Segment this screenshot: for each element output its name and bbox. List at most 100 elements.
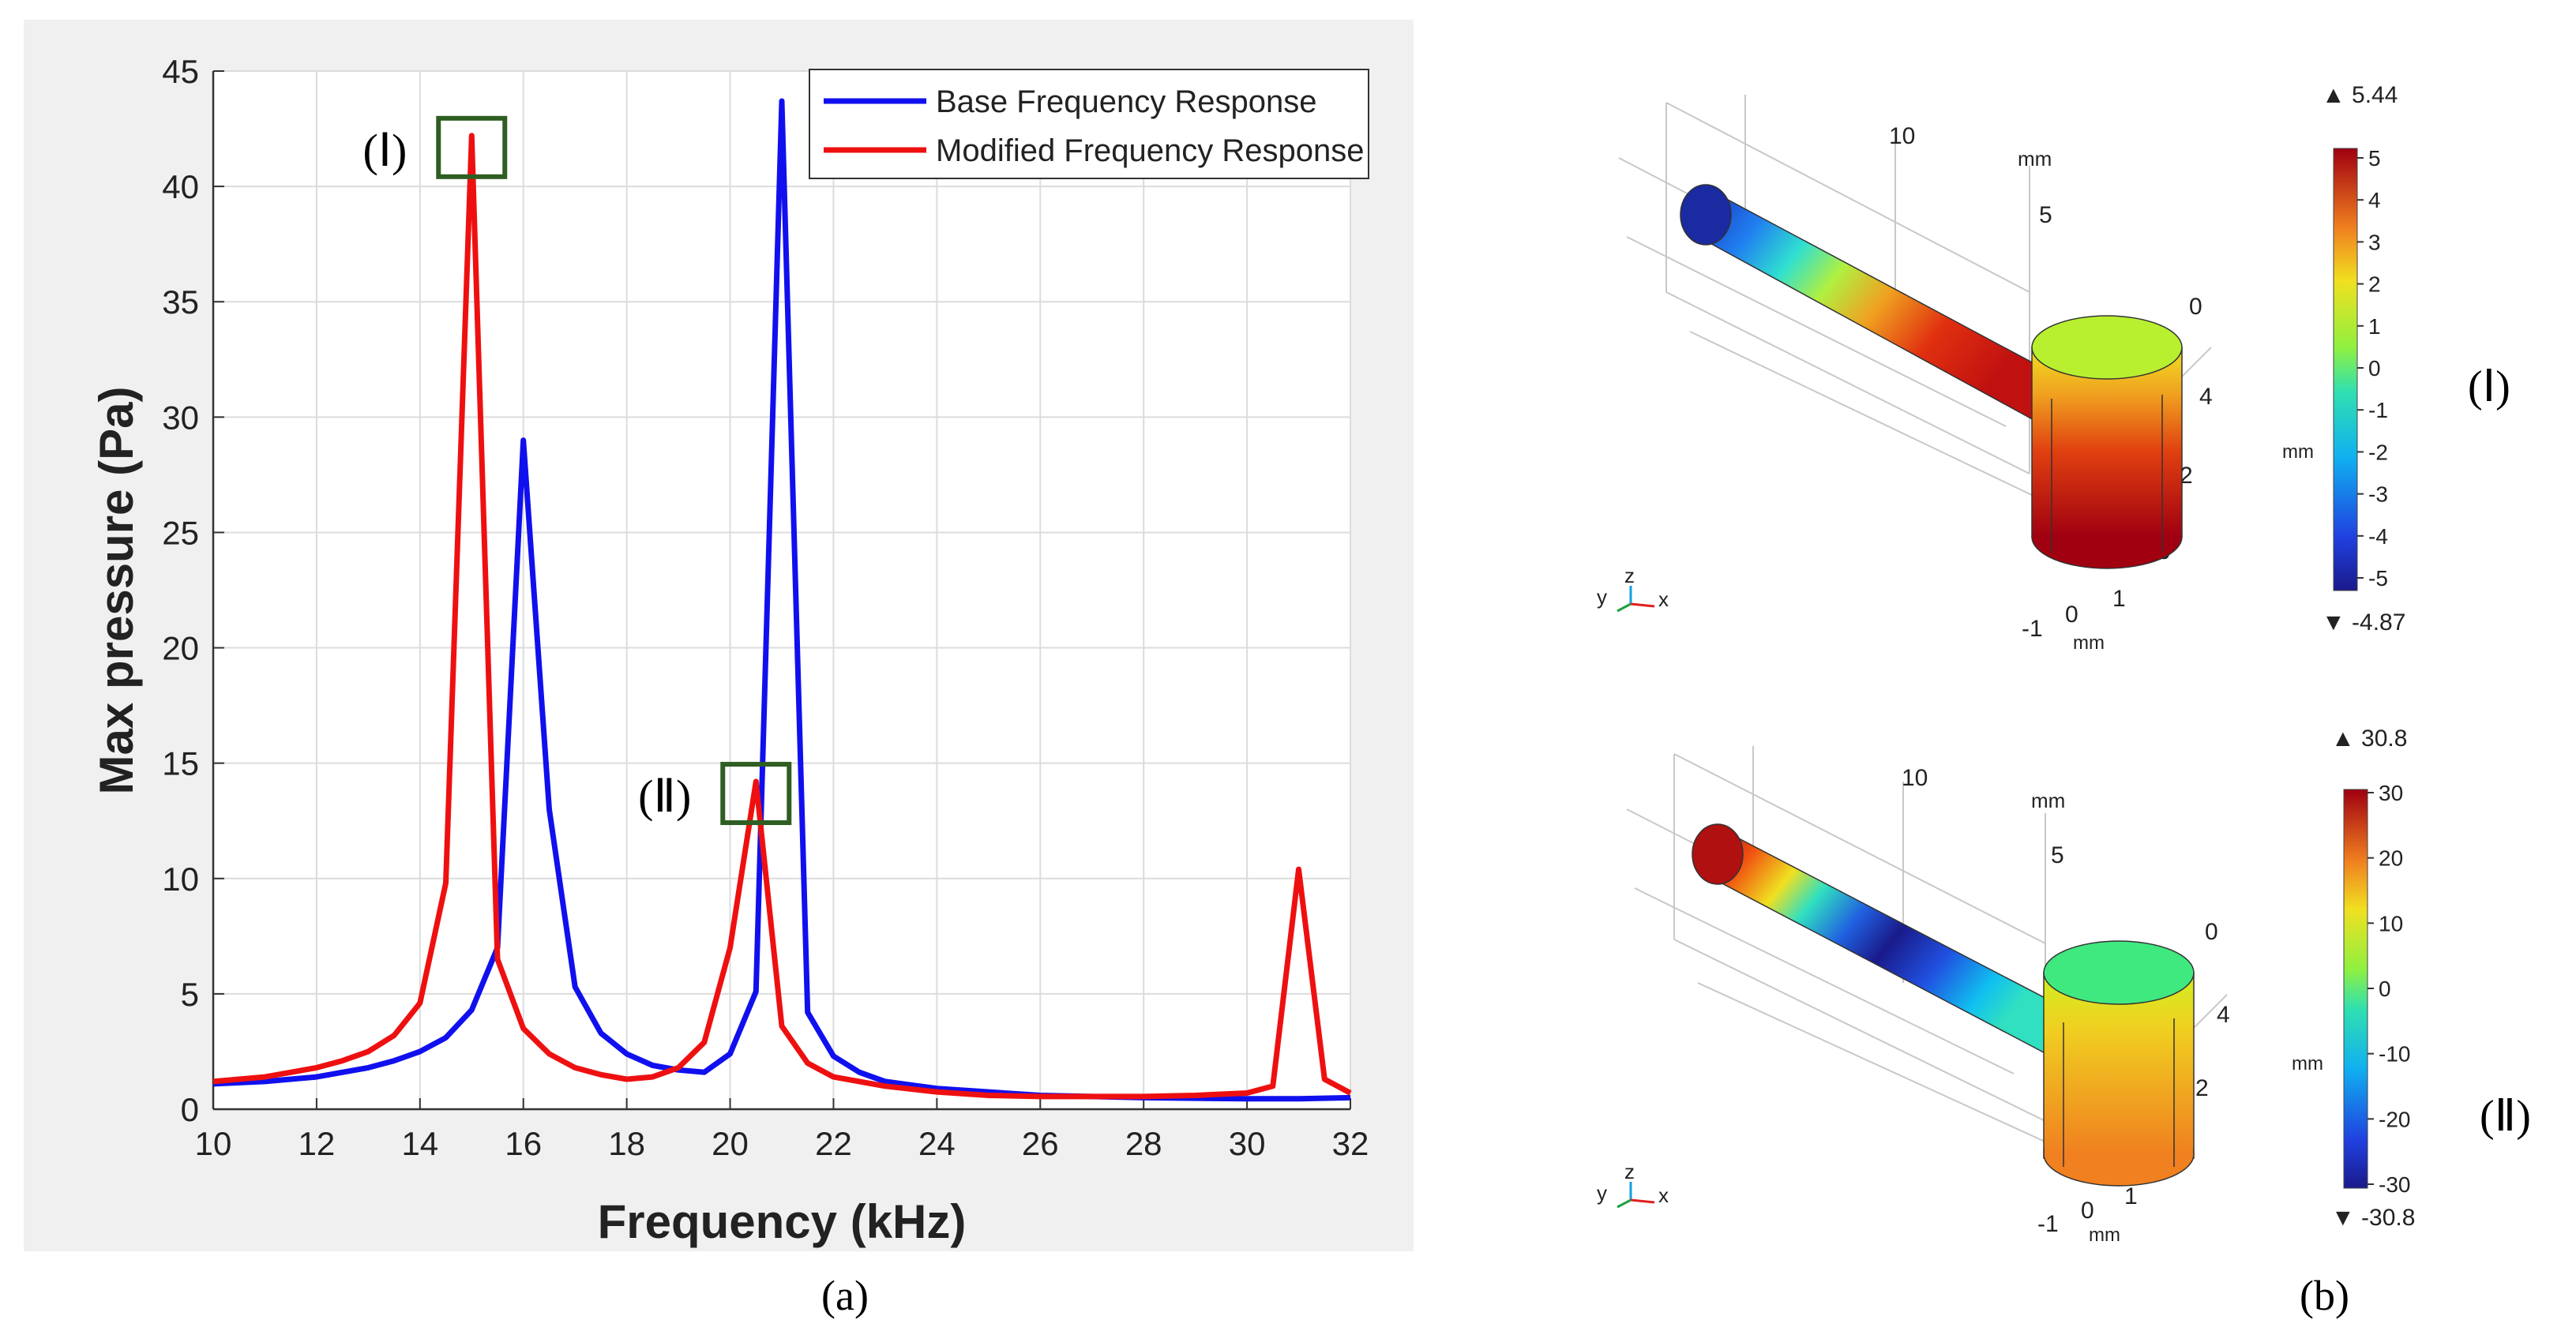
caption-b: (b) (2300, 1272, 2349, 1319)
z-tick-10: 10 (1902, 765, 1928, 791)
x-tick-label: 22 (815, 1125, 852, 1162)
y-tick-label: 0 (181, 1091, 199, 1128)
y-tick-label: 5 (181, 976, 199, 1013)
x-tick: 1 (2112, 586, 2126, 612)
field-plot-label: (Ⅰ) (2468, 362, 2510, 411)
colorbar-tick-label: -1 (2368, 398, 2388, 422)
colorbar-tick-label: 3 (2368, 230, 2381, 254)
x-tick-label: 14 (401, 1125, 438, 1162)
legend-label: Base Frequency Response (936, 84, 1317, 119)
colorbar-tick-label: 5 (2368, 146, 2381, 171)
x-tick: 0 (2081, 1198, 2094, 1224)
rod-end-cap (1680, 184, 1732, 246)
x-unit: mm (2089, 1224, 2120, 1246)
colorbar-min: ▼ -4.87 (2322, 609, 2405, 636)
colorbar-max: ▲ 30.8 (2331, 726, 2407, 752)
x-tick-label: 26 (1022, 1125, 1059, 1162)
z-tick-10: 10 (1889, 123, 1915, 149)
triad-x: x (1658, 1183, 1669, 1207)
y-axis-label: Max pressure (Pa) (90, 387, 143, 795)
y-tick-label: 30 (162, 399, 199, 436)
axis-triad: z y x (1597, 1160, 1669, 1209)
colorbar-tick-label: -20 (2379, 1107, 2410, 1131)
triad-x: x (1658, 587, 1669, 611)
plot-area (213, 71, 1350, 1109)
colorbar-max: ▲ 5.44 (2322, 82, 2398, 108)
y-tick-label: 45 (162, 53, 199, 90)
colorbar-tick-label: 20 (2379, 846, 2403, 871)
y-tick-label: 15 (162, 745, 199, 782)
colorbar-tick-label: -2 (2368, 440, 2388, 464)
axis-triad: z y x (1597, 564, 1669, 613)
x-tick-label: 30 (1229, 1125, 1266, 1162)
triad-z: z (1624, 1160, 1635, 1183)
z-tick-5: 5 (2051, 842, 2064, 868)
z-unit: mm (2018, 147, 2052, 171)
grid-lines (212, 70, 1351, 1110)
colorbar-unit: mm (2282, 441, 2314, 463)
x-tick-label: 12 (299, 1125, 336, 1162)
y-tick: 4 (2199, 384, 2213, 410)
y-tick-label: 40 (162, 168, 199, 205)
caption-a: (a) (821, 1272, 869, 1319)
colorbar-ticks: 5 4 3 2 1 0 -1 -2 -3 -4 -5 (2357, 146, 2388, 591)
y-tick-label: 25 (162, 514, 199, 551)
y-tick-label: 35 (162, 283, 199, 321)
x-tick-label: 10 (195, 1125, 232, 1162)
colorbar-tick-label: -30 (2379, 1172, 2410, 1197)
x-tick: -1 (2037, 1211, 2059, 1237)
legend-box (809, 69, 1369, 179)
field-plots-panel: 10 mm 5 0 4 2 0 mm 1 0 -1 mm z y x ▲ 5.4… (1597, 82, 2531, 1246)
colorbar (2343, 789, 2368, 1189)
cylinder-top (2043, 940, 2195, 1005)
annotation-label: (Ⅰ) (363, 125, 407, 176)
colorbar-tick-label: -10 (2379, 1042, 2410, 1067)
legend-label: Modified Frequency Response (936, 133, 1365, 168)
colorbar (2333, 148, 2358, 591)
colorbar-tick-label: -4 (2368, 524, 2388, 549)
rod-body (1705, 186, 2046, 428)
y-tick-top: 0 (2189, 294, 2202, 320)
annotation-box (720, 762, 792, 826)
frequency-response-chart: 10 12 14 16 18 20 22 24 26 28 30 32 0 5 10 15 20 25 30 35 40… (24, 20, 1414, 1251)
z-unit: mm (2031, 789, 2065, 812)
colorbar-tick-label: 0 (2368, 356, 2381, 381)
y-tick-label: 10 (162, 861, 199, 898)
colorbar-ticks: 30 20 10 0 -10 -20 -30 (2368, 781, 2410, 1197)
field-plot-2: 10 mm 5 0 4 2 0 mm 1 0 -1 mm z y x ▲ 30.… (1597, 726, 2531, 1246)
series-line (212, 133, 1352, 1100)
z-tick-5: 5 (2039, 202, 2052, 228)
x-axis-label: Frequency (kHz) (598, 1195, 967, 1248)
rod-end-cap (1692, 823, 1744, 885)
y-tick: 2 (2195, 1075, 2209, 1101)
colorbar-unit: mm (2292, 1053, 2323, 1074)
triad-y: y (1597, 585, 1607, 609)
y-tick: 2 (2180, 463, 2193, 489)
y-tick-label: 20 (162, 630, 199, 667)
legend: Base Frequency Response Modified Frequenc… (809, 69, 1369, 179)
annotation-box (436, 115, 508, 179)
cylinder-top (2031, 315, 2183, 380)
field-plot-label: (Ⅱ) (2480, 1092, 2531, 1141)
x-tick-label: 20 (712, 1125, 749, 1162)
x-tick: 1 (2124, 1183, 2138, 1209)
colorbar-tick-label: 0 (2379, 977, 2391, 1001)
annotation-group: (Ⅰ) (Ⅱ) (363, 115, 792, 826)
colorbar-tick-label: 4 (2368, 188, 2381, 212)
x-tick-label: 16 (505, 1125, 542, 1162)
colorbar-min: ▼ -30.8 (2331, 1205, 2415, 1231)
colorbar-tick-label: -3 (2368, 482, 2388, 507)
x-tick-label: 32 (1332, 1125, 1369, 1162)
colorbar-tick-label: 2 (2368, 272, 2381, 297)
colorbar-tick-label: 30 (2379, 781, 2403, 805)
x-tick: 0 (2065, 602, 2078, 628)
annotation-label: (Ⅱ) (638, 771, 691, 822)
colorbar-tick-label: -5 (2368, 566, 2388, 591)
triad-y: y (1597, 1181, 1607, 1205)
y-tick: 4 (2217, 1002, 2230, 1028)
axes: 10 12 14 16 18 20 22 24 26 28 30 32 0 5 10 15 20 25 30 35 40… (162, 53, 1369, 1162)
field-plot-1: 10 mm 5 0 4 2 0 mm 1 0 -1 mm z y x ▲ 5.4… (1597, 82, 2510, 654)
x-tick-label: 18 (608, 1125, 645, 1162)
series-group (212, 98, 1352, 1102)
y-tick-top: 0 (2205, 919, 2218, 945)
